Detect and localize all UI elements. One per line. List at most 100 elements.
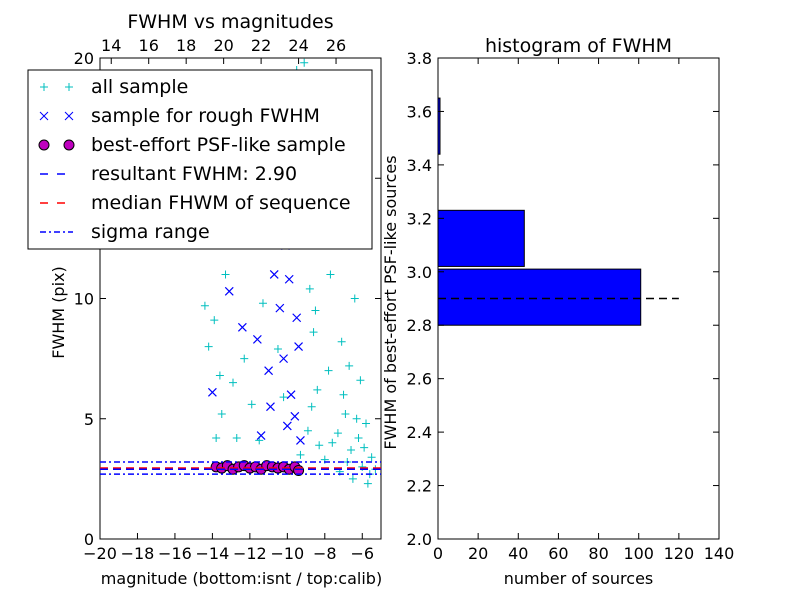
all-sample-point	[311, 306, 320, 315]
top-x-tick-label: 20	[213, 36, 233, 55]
x-tick-label: −20	[83, 544, 117, 563]
all-sample-point	[247, 400, 256, 409]
all-sample-point	[324, 366, 333, 375]
legend-box	[27, 69, 373, 250]
all-sample-point	[356, 376, 365, 385]
rough-sample-point	[252, 334, 262, 344]
all-sample-point	[367, 453, 376, 462]
x-tick-label: 40	[508, 544, 528, 563]
legend-plus-icon	[40, 83, 48, 91]
x-tick-label: 60	[548, 544, 568, 563]
right-axes: 0 20 40 60 80 100 120 140 2.0 2.2 2.4 2.6 2.8 3.0 3.2 3…	[407, 49, 735, 563]
top-x-tick-label: 16	[139, 36, 159, 55]
legend-label: resultant FWHM: 2.90	[91, 163, 297, 185]
all-sample-point	[296, 450, 305, 459]
all-sample-point	[305, 284, 314, 293]
all-sample-point	[273, 345, 282, 354]
all-sample-point	[232, 433, 241, 442]
y-tick-label: 2.2	[407, 477, 432, 496]
x-tick-label: −8	[313, 544, 337, 563]
x-tick-label: 140	[704, 544, 735, 563]
all-sample-point	[240, 354, 249, 363]
all-sample-point	[350, 294, 359, 303]
top-x-tick-label: 14	[101, 36, 121, 55]
rough-sample-point	[266, 402, 275, 412]
top-x-tick-label: 24	[288, 36, 308, 55]
all-sample-point	[309, 328, 318, 337]
rough-sample-point	[286, 390, 296, 400]
x-tick-label: −14	[196, 544, 230, 563]
legend-circle-icon	[38, 139, 50, 151]
all-sample-point	[362, 419, 371, 428]
histogram-bar	[437, 268, 642, 326]
left-y-axis-label: FWHM (pix)	[49, 266, 68, 359]
left-chart-title: FWHM vs magnitudes	[127, 11, 333, 33]
all-sample-point	[348, 474, 357, 483]
x-tick-label: −18	[121, 544, 155, 563]
x-tick-label: 120	[664, 544, 695, 563]
legend: all sample sample for rough FWHM best-effo…	[27, 69, 373, 250]
right-chart-title: histogram of FWHM	[485, 35, 672, 57]
all-sample-point	[229, 378, 238, 387]
rough-sample-point	[284, 274, 294, 284]
legend-label: all sample	[91, 76, 188, 98]
all-sample-point	[313, 385, 322, 394]
legend-label: sigma range	[91, 221, 210, 243]
all-sample-point	[217, 409, 226, 418]
all-sample-point	[279, 393, 288, 402]
y-tick-label: 3.8	[407, 49, 432, 68]
x-tick-label: −16	[158, 544, 192, 563]
y-tick-label: 2.8	[407, 316, 432, 335]
legend-label: sample for rough FWHM	[91, 105, 320, 127]
all-sample-point	[328, 438, 337, 447]
x-tick-label: 80	[588, 544, 608, 563]
all-sample-point	[326, 270, 335, 279]
x-tick-label: −12	[233, 544, 267, 563]
all-sample-point	[258, 299, 267, 308]
histogram-bar	[437, 209, 525, 267]
legend-circle-icon	[63, 139, 75, 151]
all-sample-point	[352, 414, 361, 423]
all-sample-point	[363, 479, 372, 488]
all-sample-point	[341, 409, 350, 418]
right-plot-frame	[437, 57, 720, 540]
all-sample-point	[300, 58, 309, 67]
all-sample-point	[212, 433, 221, 442]
legend-label: best-effort PSF-like sample	[91, 134, 346, 156]
all-sample-point	[204, 342, 213, 351]
legend-entry: all sample	[40, 76, 188, 98]
legend-entry: resultant FWHM: 2.90	[40, 163, 297, 185]
y-tick-label: 5	[84, 410, 94, 429]
right-y-axis-label: FWHM of best-effort PSF-like sources	[381, 155, 400, 449]
x-tick-label: 0	[433, 544, 443, 563]
x-tick-label: −6	[350, 544, 374, 563]
all-sample-point	[333, 429, 342, 438]
rough-sample-point	[294, 342, 303, 352]
all-sample-point	[354, 433, 363, 442]
y-tick-label: 20	[74, 49, 94, 68]
legend-entry: best-effort PSF-like sample	[38, 134, 346, 156]
all-sample-point	[221, 270, 230, 279]
left-reference-lines	[100, 461, 381, 475]
rough-sample-point	[207, 387, 217, 397]
right-x-axis-label: number of sources	[504, 569, 654, 588]
y-tick-label: 10	[74, 290, 94, 309]
top-x-tick-label: 18	[176, 36, 196, 55]
all-sample-point	[337, 337, 346, 346]
y-tick-label: 0	[84, 530, 94, 549]
left-x-axis-label: magnitude (bottom:isnt / top:calib)	[101, 569, 382, 588]
rough-sample-point	[275, 303, 285, 313]
rough-sample-point	[269, 270, 279, 279]
legend-x-icon	[64, 111, 74, 121]
x-tick-label: 20	[468, 544, 488, 563]
rough-sample-point	[282, 421, 292, 431]
legend-entry: sigma range	[40, 221, 210, 243]
all-sample-point	[347, 446, 356, 455]
legend-plus-icon	[65, 83, 73, 91]
rough-sample-point	[296, 435, 305, 445]
rough-sample-point	[264, 366, 274, 376]
legend-label: median FHWM of sequence	[91, 192, 351, 214]
all-sample-point	[307, 402, 316, 411]
rough-sample-point	[224, 286, 234, 296]
